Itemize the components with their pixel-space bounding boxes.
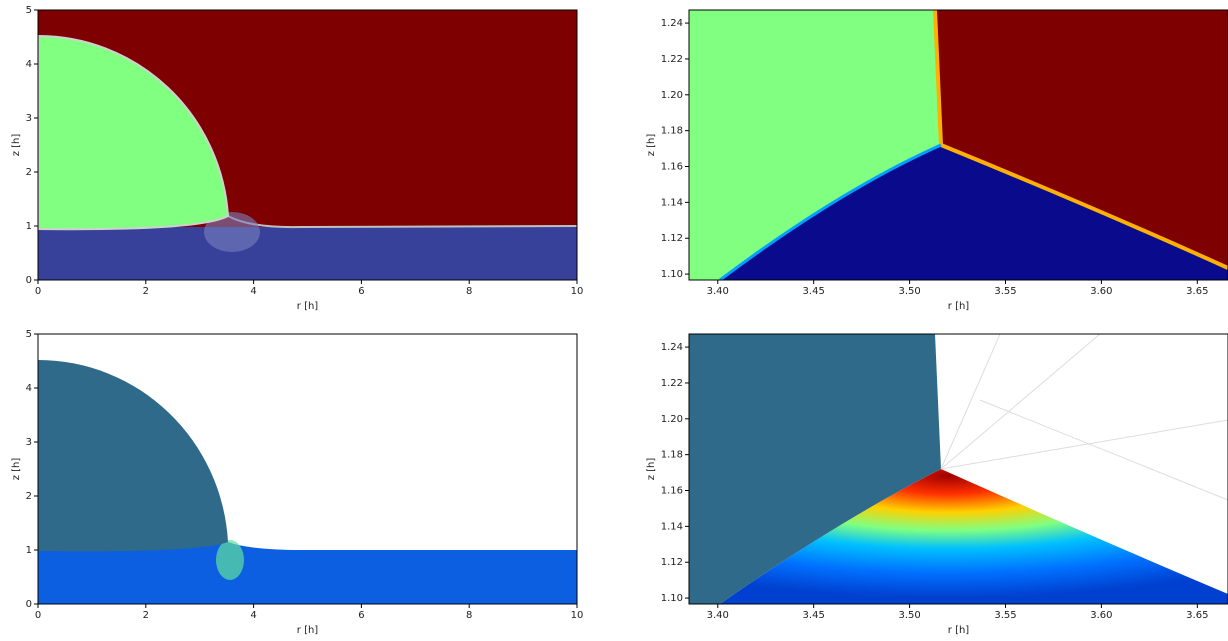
x-tick-label: 3.65	[1186, 286, 1208, 297]
x-tick-label: 8	[466, 286, 472, 297]
x-tick-label: 3.50	[898, 610, 920, 621]
y-axis-label: z [h]	[646, 134, 657, 157]
x-tick-label: 3.40	[707, 286, 729, 297]
x-tick-label: 3.60	[1090, 610, 1112, 621]
y-tick-label: 1.20	[661, 414, 683, 425]
y-tick-label: 1.18	[661, 126, 683, 137]
y-tick-label: 1.24	[661, 342, 683, 353]
field-panel-2	[689, 10, 1228, 280]
y-tick-label: 0	[26, 275, 32, 286]
y-tick-label: 1.14	[661, 521, 683, 532]
x-tick-label: 6	[358, 610, 364, 621]
x-tick-label: 2	[143, 286, 149, 297]
y-tick-label: 2	[26, 167, 32, 178]
x-tick-label: 0	[35, 286, 41, 297]
y-tick-label: 1.18	[661, 450, 683, 461]
x-axis-label: r [h]	[948, 301, 970, 312]
y-tick-label: 1.12	[661, 233, 683, 244]
y-tick-label: 3	[26, 437, 32, 448]
x-tick-label: 3.60	[1090, 286, 1112, 297]
field-panel-3	[38, 334, 577, 604]
x-tick-label: 0	[35, 610, 41, 621]
y-tick-label: 1.10	[661, 269, 683, 280]
x-tick-label: 8	[466, 610, 472, 621]
x-tick-label: 3.65	[1186, 610, 1208, 621]
x-tick-label: 3.55	[994, 610, 1016, 621]
y-tick-label: 5	[26, 5, 32, 16]
field-panel-1	[38, 10, 577, 280]
y-tick-label: 1	[26, 545, 32, 556]
x-axis-label: r [h]	[948, 625, 970, 636]
y-tick-label: 1.24	[661, 18, 683, 29]
x-tick-label: 6	[358, 286, 364, 297]
y-tick-label: 4	[26, 383, 32, 394]
axes-frame	[688, 9, 1228, 281]
y-tick-label: 3	[26, 113, 32, 124]
x-tick-label: 3.45	[803, 286, 825, 297]
x-axis-label: r [h]	[297, 625, 319, 636]
x-tick-label: 2	[143, 610, 149, 621]
x-tick-label: 3.50	[898, 286, 920, 297]
x-axis-label: r [h]	[297, 301, 319, 312]
y-tick-label: 4	[26, 59, 32, 70]
x-tick-label: 10	[571, 610, 584, 621]
x-tick-label: 10	[571, 286, 584, 297]
x-tick-label: 4	[250, 610, 256, 621]
x-tick-label: 3.45	[803, 610, 825, 621]
y-tick-label: 1.22	[661, 378, 683, 389]
x-tick-label: 3.55	[994, 286, 1016, 297]
y-axis-label: z [h]	[11, 134, 22, 157]
y-tick-label: 1.16	[661, 486, 683, 497]
y-tick-label: 1.22	[661, 54, 683, 65]
x-tick-label: 4	[250, 286, 256, 297]
y-tick-label: 1.12	[661, 557, 683, 568]
y-tick-label: 1.16	[661, 162, 683, 173]
axes-frame	[37, 9, 578, 281]
y-tick-label: 1.14	[661, 197, 683, 208]
y-tick-label: 1.10	[661, 593, 683, 604]
y-axis-label: z [h]	[646, 458, 657, 481]
y-tick-label: 2	[26, 491, 32, 502]
field-panel-4	[689, 334, 1228, 604]
y-tick-label: 1	[26, 221, 32, 232]
y-tick-label: 1.20	[661, 90, 683, 101]
x-tick-label: 3.40	[707, 610, 729, 621]
y-axis-label: z [h]	[11, 458, 22, 481]
axes-frame	[37, 333, 578, 605]
y-tick-label: 0	[26, 599, 32, 610]
y-tick-label: 5	[26, 329, 32, 340]
axes-frame	[688, 333, 1228, 605]
